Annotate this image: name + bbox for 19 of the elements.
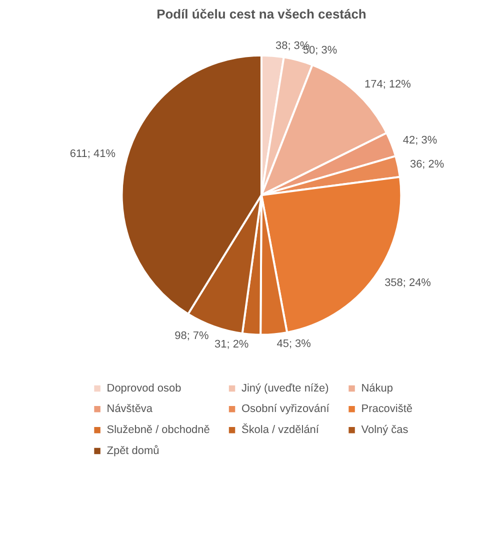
legend-label: Služebně / obchodně [106, 424, 210, 436]
chart-title: Podíl účelu cest na všech cestách [156, 6, 366, 22]
legend-label: Osobní vyřizování [242, 403, 330, 416]
legend-label: Jiný (uveďte níže) [242, 382, 329, 394]
data-label: 174; 12% [364, 78, 412, 91]
legend-label: Nákup [361, 382, 393, 394]
data-label: 358; 24% [384, 277, 432, 290]
legend-label: Pracoviště [361, 403, 412, 416]
legend-label: Návštěva [106, 403, 154, 416]
legend-label: Doprovod osob [106, 382, 182, 394]
legend-label: Volný čas [361, 424, 409, 436]
data-label: 45; 3% [276, 338, 312, 350]
legend-label: Zpět domů [106, 445, 160, 458]
data-label: 98; 7% [174, 330, 210, 342]
data-label: 31; 2% [214, 338, 249, 350]
data-label: 611; 41% [70, 148, 116, 160]
data-label: 42; 3% [402, 134, 438, 147]
data-label: 36; 2% [410, 158, 444, 170]
legend-label: Škola / vzdělání [242, 423, 319, 436]
